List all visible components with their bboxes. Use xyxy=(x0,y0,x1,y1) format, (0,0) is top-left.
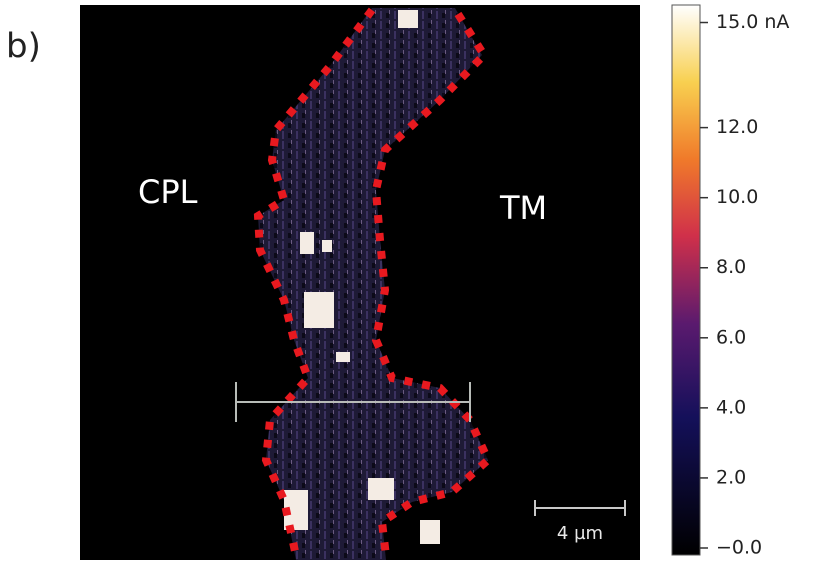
panel-label: b) xyxy=(6,27,41,67)
scale-bar-label: 4 µm xyxy=(557,523,603,544)
tick-label: 6.0 xyxy=(716,326,746,348)
tick-label: 15.0 nA xyxy=(716,11,789,33)
colorbar xyxy=(671,4,701,556)
current-map xyxy=(80,5,640,560)
colorbar-axis: 15.0 nA 12.0 10.0 8.0 6.0 4.0 2.0 −0.0 xyxy=(700,11,789,558)
tick-label: 4.0 xyxy=(716,396,746,418)
tick-label: 10.0 xyxy=(716,186,758,208)
tick-label: 2.0 xyxy=(716,466,746,488)
tick-label: −0.0 xyxy=(716,536,762,558)
scale-bar xyxy=(534,500,626,516)
region-label: CPL xyxy=(138,173,198,211)
tick-label: 8.0 xyxy=(716,256,746,278)
region-label: TM xyxy=(499,189,547,227)
tick-label: 12.0 xyxy=(716,116,758,138)
